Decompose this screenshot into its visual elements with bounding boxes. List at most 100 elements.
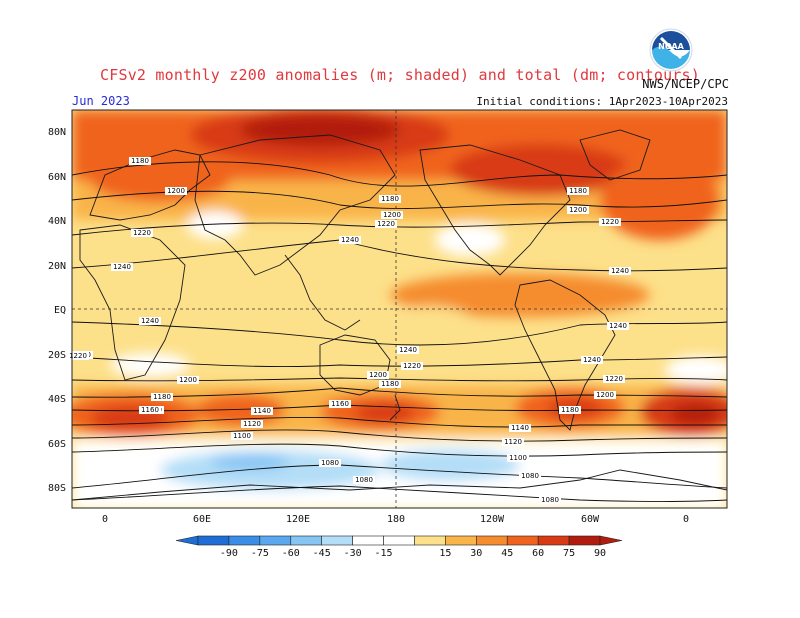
colorbar-arrow-min (175, 535, 199, 546)
contour-label-text: 1120 (504, 438, 522, 446)
contour-label-bg (231, 432, 253, 440)
contour-label-bg (567, 206, 589, 214)
contour-label: 1200 (177, 376, 199, 384)
contour-label: 1100 (507, 454, 529, 462)
contour-label-bg (567, 187, 589, 195)
contour-label: 1240 (339, 236, 361, 244)
colorbar-swatch (383, 535, 415, 546)
contour-label-bg (139, 406, 161, 414)
contour-1220-sh (72, 356, 727, 368)
colorbar: -90 -75 -60 -45 -30 -15 15 30 45 60 75 90 (175, 535, 623, 559)
colorbar-tick-label: -90 (220, 548, 238, 559)
contour-label: 1080 (539, 496, 561, 504)
contour-label: 1240 (397, 346, 419, 354)
contour-label-bg (111, 263, 133, 271)
map-frame (71, 109, 728, 509)
lat-label: 60S (48, 439, 66, 450)
contour-label-bg (139, 317, 161, 325)
contour-label-text: 1080 (541, 496, 559, 504)
lon-label: 60W (581, 514, 600, 525)
contour-label-text: 1220 (605, 375, 623, 383)
contour-label-bg (241, 420, 263, 428)
contour-label: 1180 (379, 380, 401, 388)
contour-label-text: 1180 (131, 157, 149, 165)
contour-label-text: 1240 (113, 263, 131, 271)
forecast-month: Jun 2023 (72, 94, 130, 108)
africa-coast (79, 224, 186, 381)
contour-label-text: 1180 (381, 380, 399, 388)
map-title: CFSv2 monthly z200 anomalies (m; shaded)… (100, 66, 700, 84)
colorbar-swatch (476, 535, 508, 546)
colorbar-tick-label: 90 (594, 548, 606, 559)
contour-label: 1140 (251, 407, 273, 415)
contour-label-bg (599, 218, 621, 226)
contour-1180-nh (72, 161, 727, 187)
contour-label-bg (581, 356, 603, 364)
colorbar-swatch (290, 535, 322, 546)
contour-label-text: 1180 (381, 195, 399, 203)
contour-label-text: 1080 (355, 476, 373, 484)
contour-label: 1080 (353, 476, 375, 484)
contour-label: 1200 (165, 187, 187, 195)
contour-label-text: 1240 (399, 346, 417, 354)
contour-1080-polar (72, 485, 727, 502)
graticule (72, 110, 727, 508)
colorbar-tick-label: 45 (501, 548, 513, 559)
contour-label: 1180 (379, 195, 401, 203)
colorbar-tick-label: -30 (344, 548, 362, 559)
contour-label: 1220 (401, 362, 423, 370)
contour-1120-sh (72, 429, 727, 442)
contour-1080-sh (72, 464, 727, 489)
colorbar-tick-label: -75 (251, 548, 269, 559)
contour-label-bg (502, 438, 524, 446)
contour-label: 1220 (603, 375, 625, 383)
colorbar-tick-label: -45 (313, 548, 331, 559)
contour-label: 1220 (599, 218, 621, 226)
contour-label-bg (67, 352, 89, 360)
contour-label: 1200 (381, 211, 403, 219)
lon-label: 120E (286, 514, 310, 525)
contour-label-bg (379, 380, 401, 388)
contour-label-bg (559, 406, 581, 414)
colorbar-swatch (445, 535, 477, 546)
agency-label: NWS/NCEP/CPC (642, 77, 729, 91)
lat-label: 60N (48, 172, 66, 183)
contour-label: 1160 (139, 406, 161, 414)
greenland-coast (579, 129, 651, 181)
colorbar-tick-label: -15 (375, 548, 393, 559)
contour-label-bg (603, 375, 625, 383)
contour-label: 1120 (241, 420, 263, 428)
indochina-coast (284, 254, 361, 331)
contour-label-text: 1200 (369, 371, 387, 379)
lat-label: EQ (54, 305, 66, 316)
contour-label-bg (131, 229, 153, 237)
contour-label-text: 1080 (321, 459, 339, 467)
contour-label-text: 1160 (141, 406, 159, 414)
contour-label-text: 1200 (569, 206, 587, 214)
contour-label-text: 1220 (133, 229, 151, 237)
contour-label-text: 1080 (521, 472, 539, 480)
contour-label-bg (401, 362, 423, 370)
contour-label: 1220 (375, 220, 397, 228)
contour-1200-nh (72, 190, 727, 209)
contour-label: 1120 (502, 438, 524, 446)
lon-label: 60E (193, 514, 211, 525)
contour-label: 1240 (111, 263, 133, 271)
colorbar-swatch (352, 535, 384, 546)
contour-label-text: 1240 (583, 356, 601, 364)
colorbar-tick-label: 75 (563, 548, 575, 559)
contour-label: 1100 (231, 432, 253, 440)
colorbar-swatch (414, 535, 446, 546)
contour-label-bg (353, 476, 375, 484)
contour-labels: 1180120012201240124012201200118011601140… (67, 157, 631, 504)
asia-coast (194, 134, 396, 276)
contour-label-text: 1240 (609, 322, 627, 330)
contour-label: 1240 (607, 322, 629, 330)
colorbar-tick-label: 60 (532, 548, 544, 559)
contour-label-text: 1200 (596, 391, 614, 399)
noaa-logo-icon: NOAA (649, 28, 693, 72)
contour-label-bg (319, 459, 341, 467)
contour-label-bg (251, 407, 273, 415)
contour-1220-nh (72, 219, 727, 236)
